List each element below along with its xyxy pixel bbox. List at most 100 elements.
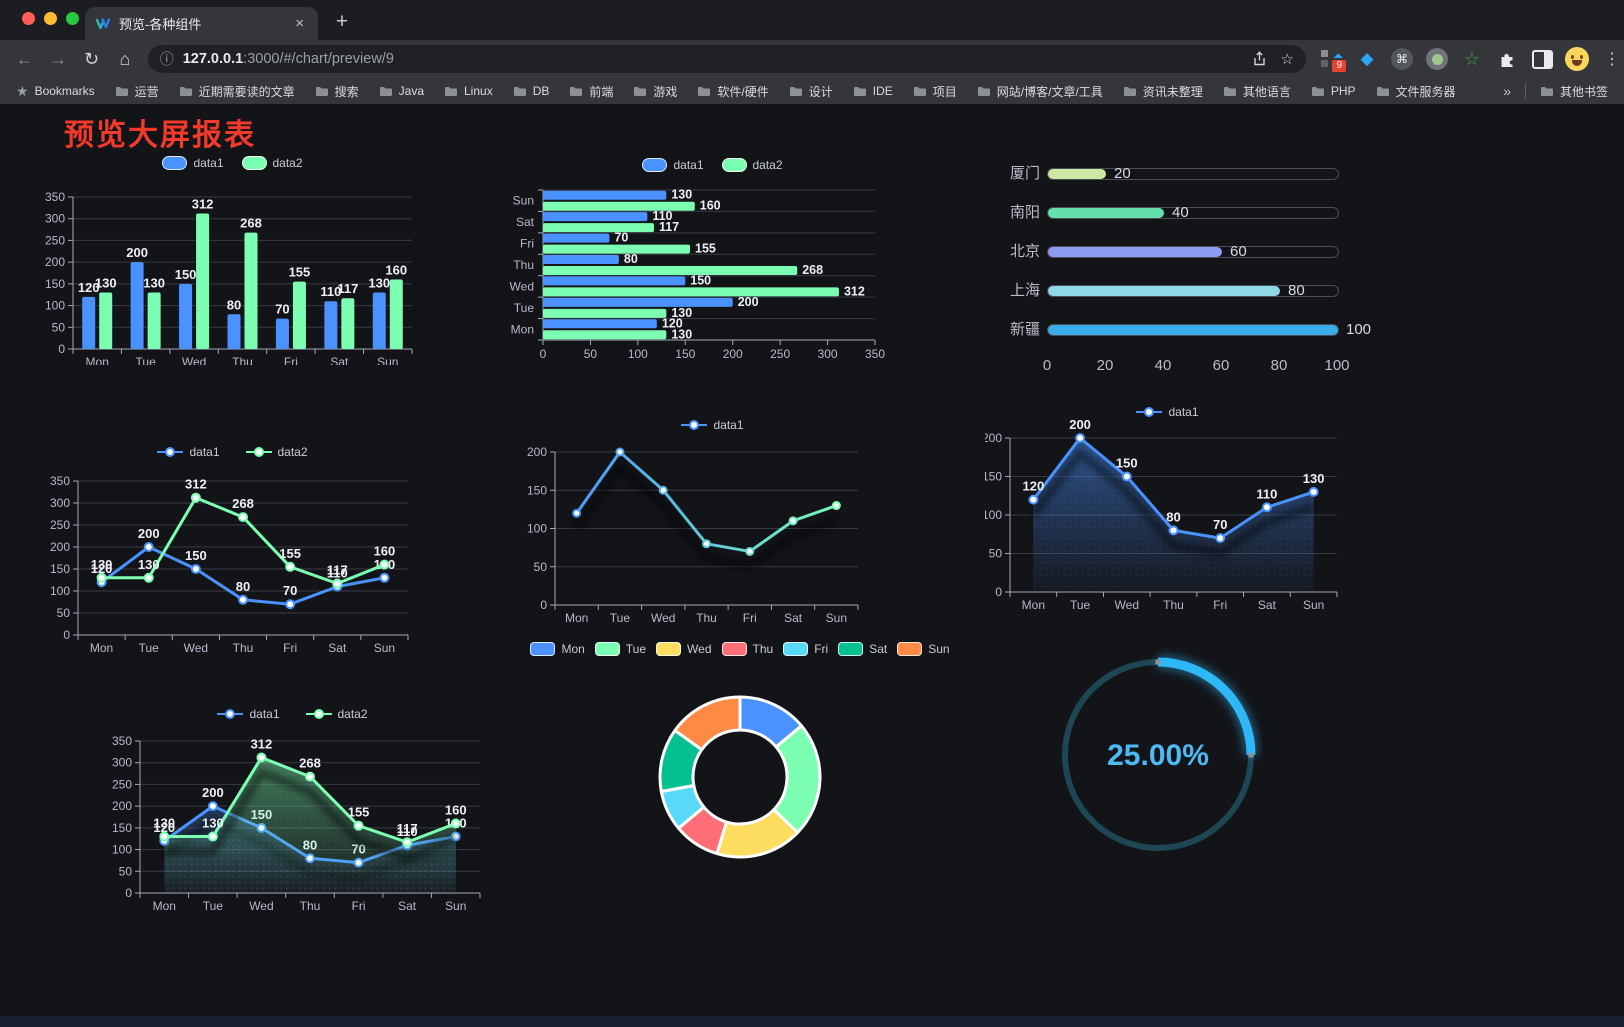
legend-item[interactable]: Thu <box>721 642 773 656</box>
bookmark-item[interactable]: PHP <box>1311 83 1356 100</box>
data-point[interactable] <box>190 492 201 503</box>
share-icon[interactable] <box>1252 51 1267 67</box>
command-extension-icon[interactable]: ⌘ <box>1390 47 1414 71</box>
bookmark-item[interactable]: 运营 <box>115 83 159 100</box>
forward-icon[interactable]: → <box>49 48 68 69</box>
legend-item[interactable]: data1 <box>217 707 280 721</box>
vue-devtools-icon[interactable]: ◆ 9 <box>1320 47 1348 74</box>
data-point[interactable] <box>332 578 343 589</box>
data-point[interactable] <box>143 572 154 583</box>
minimize-window-button[interactable] <box>44 12 57 25</box>
data-point[interactable] <box>238 512 248 523</box>
bar[interactable] <box>130 262 144 349</box>
bar[interactable] <box>179 283 193 349</box>
legend-item[interactable]: data1 <box>642 158 704 172</box>
data-point[interactable] <box>379 559 390 570</box>
data-point[interactable] <box>305 771 315 782</box>
data-point[interactable] <box>402 837 413 848</box>
green-star-extension-icon[interactable]: ☆ <box>1463 48 1481 69</box>
diamond-extension-icon[interactable]: ◆ <box>1360 49 1374 68</box>
line-chart-canvas[interactable]: 0 50 100 150 200 Mon Tue Wed Thu Fri Sat Sun 120 200 1… <box>982 405 1350 612</box>
bar[interactable] <box>82 296 96 349</box>
data-point[interactable] <box>285 561 296 572</box>
data-point[interactable] <box>1261 502 1272 513</box>
chart-grouped-bar[interactable]: data1 data2 0 50 100 150 200 250 300 350 Mon Tue Wed… <box>40 150 425 369</box>
progress-row[interactable]: 新疆 100 <box>995 320 1395 340</box>
legend-item[interactable]: Sun <box>897 642 950 656</box>
bar[interactable] <box>244 232 258 349</box>
bookmark-item[interactable]: Java <box>379 83 424 100</box>
data-point[interactable] <box>1075 433 1086 443</box>
bar[interactable] <box>324 301 338 349</box>
chart-city-progress[interactable]: 厦门 20 南阳 40 北京 60 上海 80 新疆 100 0 20 40 60 80 100 <box>995 152 1395 384</box>
data-point[interactable] <box>831 501 841 511</box>
bar[interactable] <box>543 319 657 329</box>
tab-close-icon[interactable]: × <box>295 15 304 32</box>
data-point[interactable] <box>190 564 201 574</box>
legend-item[interactable]: Tue <box>594 642 646 656</box>
other-bookmarks[interactable]: 其他书签 <box>1540 83 1608 100</box>
data-point[interactable] <box>572 508 582 518</box>
data-point[interactable] <box>1121 471 1132 482</box>
data-point[interactable] <box>159 831 170 842</box>
bar[interactable] <box>147 292 161 349</box>
data-point[interactable] <box>745 546 755 556</box>
bookmark-item[interactable]: DB <box>513 83 549 100</box>
bookmark-item[interactable]: 其他语言 <box>1223 83 1291 100</box>
chart-line-area[interactable]: data1 data2 0 50 100 150 200 250 300 350 Mon Tue Wed… <box>100 683 485 918</box>
home-icon[interactable]: ⌂ <box>119 48 131 69</box>
progress-row[interactable]: 北京 60 <box>995 242 1395 262</box>
zoom-window-button[interactable] <box>66 12 79 25</box>
bookmark-item[interactable]: 近期需要读的文章 <box>179 83 295 100</box>
bar-chart-canvas[interactable]: 0 50 100 150 200 250 300 350 Mon Tue Wed Thu Fri Sat S… <box>40 150 425 369</box>
legend-item[interactable]: data1 <box>1136 405 1199 419</box>
close-window-button[interactable] <box>22 12 35 25</box>
data-point[interactable] <box>353 820 364 831</box>
bar[interactable] <box>196 213 210 349</box>
legend-item[interactable]: Mon <box>530 642 585 656</box>
bookmark-item[interactable]: 搜索 <box>315 83 359 100</box>
bookmark-item[interactable]: IDE <box>853 83 893 100</box>
bar[interactable] <box>543 201 695 211</box>
bar[interactable] <box>543 308 667 318</box>
data-point[interactable] <box>1308 486 1319 497</box>
legend-item[interactable]: data1 <box>157 445 220 459</box>
data-point[interactable] <box>143 542 154 552</box>
bar[interactable] <box>292 281 306 349</box>
pie-segment[interactable] <box>673 695 742 752</box>
bar[interactable] <box>543 330 667 340</box>
bar[interactable] <box>227 314 241 349</box>
data-point[interactable] <box>1168 525 1179 536</box>
gauge-chart-canvas[interactable]: 25.00% <box>1053 648 1263 863</box>
data-point[interactable] <box>285 599 296 610</box>
data-point[interactable] <box>96 572 107 583</box>
legend-item[interactable]: Wed <box>656 642 712 656</box>
data-point[interactable] <box>615 447 625 457</box>
chart-gauge[interactable]: 25.00% <box>1053 648 1263 863</box>
bookmark-item[interactable]: Linux <box>444 83 493 100</box>
horizontal-bar-chart-canvas[interactable]: Sun Sat Fri Thu Wed Tue Mon 0 50 100 150 200 250 300 3… <box>505 150 920 368</box>
chart-area-single[interactable]: data1 0 50 100 150 200 Mon Tue Wed Thu Fri Sat Sun 12… <box>982 405 1350 612</box>
site-info-icon[interactable]: ⓘ <box>159 51 174 67</box>
data-point[interactable] <box>379 572 390 583</box>
bookmark-item[interactable]: 资讯未整理 <box>1123 83 1203 100</box>
line-chart-canvas[interactable]: 0 50 100 150 200 250 300 350 Mon Tue Wed Thu Fri Sat S… <box>40 425 425 665</box>
recorder-extension-icon[interactable] <box>1425 47 1449 71</box>
chart-horizontal-bar[interactable]: data1 data2 Sun Sat Fri Thu Wed Tue Mon 0 50 100 150… <box>505 150 920 368</box>
bookmark-item[interactable]: 网站/博客/文章/工具 <box>977 83 1103 100</box>
bar[interactable] <box>543 233 610 243</box>
bookmark-item[interactable]: 前端 <box>569 83 613 100</box>
line-chart-canvas[interactable]: 0 50 100 150 200 Mon Tue Wed Thu Fri Sat Sun <box>505 418 920 630</box>
legend-item[interactable]: data2 <box>245 445 308 459</box>
bookmarks-root[interactable]: ★ Bookmarks <box>16 82 95 99</box>
bookmarks-overflow-chevron[interactable]: » <box>1503 83 1511 99</box>
bar[interactable] <box>543 255 619 264</box>
chart-line-gradient[interactable]: data1 0 50 100 150 200 Mon Tue Wed Thu Fri Sat Sun <box>505 418 920 630</box>
bar[interactable] <box>543 287 839 297</box>
bar[interactable] <box>341 298 355 349</box>
bar[interactable] <box>543 190 667 200</box>
legend-item[interactable]: data2 <box>241 156 303 170</box>
bar[interactable] <box>543 276 686 286</box>
data-point[interactable] <box>207 831 218 842</box>
data-point[interactable] <box>207 801 218 812</box>
